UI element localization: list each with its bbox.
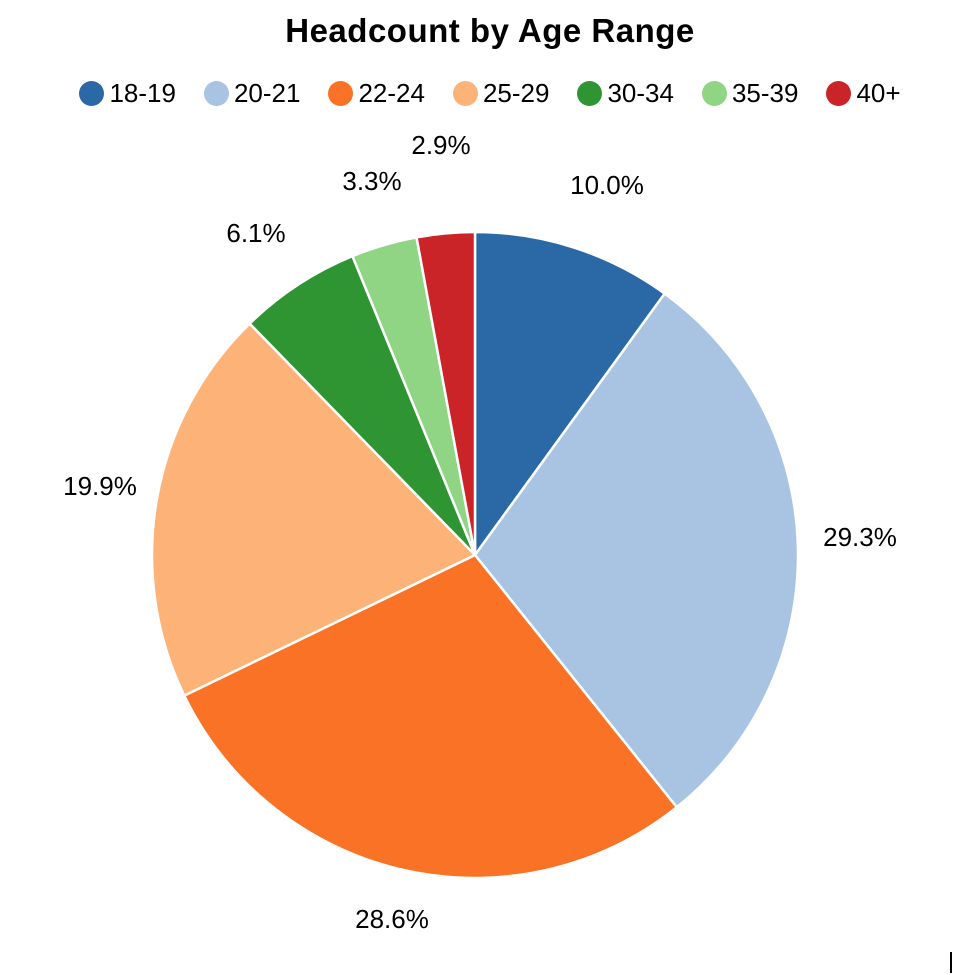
- legend-swatch-icon: [577, 81, 603, 106]
- slice-percent-label-30-34: 6.1%: [226, 218, 285, 248]
- legend-label: 35-39: [731, 78, 799, 108]
- pie-slice-18-19[interactable]: [473, 230, 666, 557]
- slice-percent-label-40plus: 2.9%: [411, 130, 470, 160]
- chart-title: Headcount by Age Range: [285, 12, 695, 49]
- legend-swatch-icon: [826, 81, 852, 106]
- pie-slice-25-29[interactable]: [150, 322, 477, 697]
- legend-swatch-icon: [79, 81, 105, 106]
- legend-item-22-24[interactable]: 22-24: [328, 78, 425, 109]
- slice-percent-label-20-21: 29.3%: [823, 522, 897, 552]
- slice-percent-label-25-29: 19.9%: [63, 471, 137, 501]
- legend-label: 20-21: [233, 78, 301, 108]
- legend-item-30-34[interactable]: 30-34: [577, 78, 674, 109]
- legend-label: 18-19: [109, 78, 176, 108]
- text-cursor-artifact: [950, 952, 952, 973]
- legend-item-40plus[interactable]: 40+: [826, 78, 901, 109]
- slice-percent-label-18-19: 10.0%: [570, 170, 644, 200]
- slice-percent-label-22-24: 28.6%: [355, 904, 429, 934]
- legend-item-20-21[interactable]: 20-21: [203, 78, 301, 109]
- legend-swatch-icon: [452, 81, 478, 106]
- legend-label: 30-34: [607, 78, 674, 108]
- legend-swatch-icon: [701, 81, 727, 106]
- legend-item-35-39[interactable]: 35-39: [701, 78, 799, 109]
- legend-swatch-icon: [203, 81, 229, 106]
- pie-slice-22-24[interactable]: [182, 553, 679, 880]
- legend: 18-19 20-21 22-24 25-29 30-34 35-39 40+: [0, 78, 980, 109]
- legend-label: 25-29: [482, 78, 550, 108]
- legend-swatch-icon: [328, 81, 354, 106]
- legend-label: 40+: [856, 78, 901, 108]
- pie-slice-40plus[interactable]: [415, 230, 477, 557]
- legend-label: 22-24: [358, 78, 425, 108]
- pie-slice-20-21[interactable]: [473, 292, 800, 809]
- slice-percent-label-35-39: 3.3%: [342, 166, 401, 196]
- legend-item-25-29[interactable]: 25-29: [452, 78, 550, 109]
- pie-slice-30-34[interactable]: [248, 254, 477, 557]
- legend-item-18-19[interactable]: 18-19: [79, 78, 176, 109]
